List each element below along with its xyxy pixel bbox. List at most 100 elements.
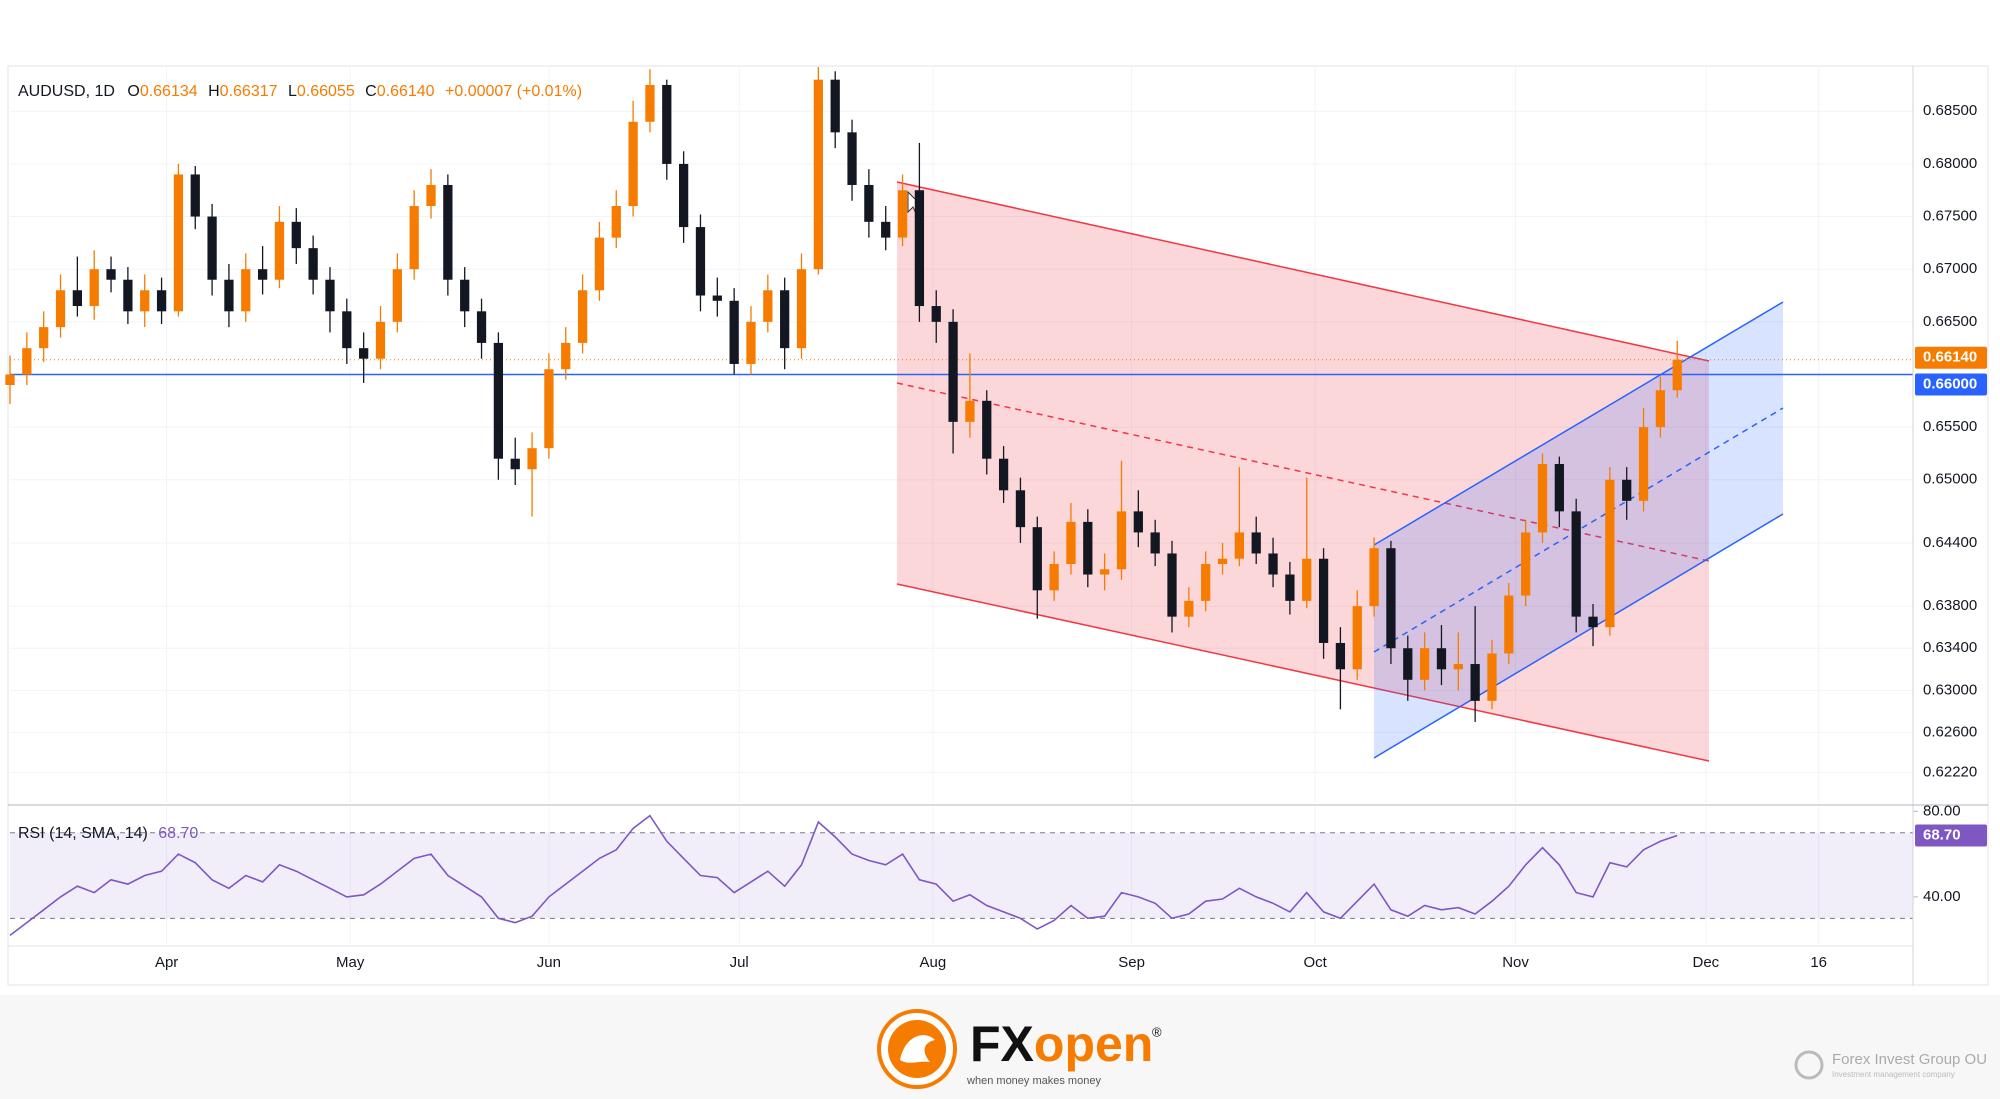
tagline: when money makes money	[966, 1075, 1101, 1087]
blue-channel-top	[1373, 301, 1784, 546]
price-badge-label: 0.66000	[1923, 375, 1977, 392]
y-tick-label: 0.62220	[1923, 763, 1977, 780]
candle-body	[409, 206, 419, 270]
candle-body	[308, 248, 318, 280]
candle-body	[1167, 553, 1177, 617]
candle-body	[72, 290, 82, 307]
candle-body	[291, 221, 301, 249]
candle-body	[1419, 648, 1430, 680]
candle-body	[763, 290, 773, 322]
labels: Apr May Jun Jul Aug Sep Oct Nov Dec 16 0.68500 0.68…	[155, 102, 1987, 971]
candle-body	[1066, 521, 1076, 565]
candle-body	[1638, 427, 1649, 501]
x-tick-label: May	[336, 954, 365, 971]
logo-bull	[900, 1035, 935, 1063]
candle-body	[190, 174, 200, 217]
y-tick-label: 0.63000	[1923, 681, 1977, 698]
candle-body	[1537, 463, 1548, 533]
candle-body	[594, 237, 605, 291]
candle-body	[1015, 490, 1026, 528]
rsi-tick-label: 40.00	[1923, 888, 1961, 905]
y-tick-label: 0.67000	[1923, 260, 1977, 277]
high-label: H	[208, 83, 220, 100]
y-tick-label: 0.64400	[1923, 534, 1977, 551]
rsi-band	[10, 832, 1913, 919]
candle-body	[813, 79, 823, 270]
y-tick-label: 0.65500	[1923, 418, 1977, 435]
y-tick-label: 0.68000	[1923, 155, 1977, 172]
candle-body	[342, 311, 352, 349]
x-tick-label: Oct	[1303, 954, 1327, 971]
y-tick-label: 0.65000	[1923, 471, 1977, 488]
y-tick-label: 0.66500	[1923, 313, 1977, 330]
candle-body	[510, 458, 520, 470]
candle-body	[847, 132, 857, 185]
blue-channel-bottom	[1373, 513, 1784, 759]
candle-body	[611, 206, 621, 238]
candle-body	[1251, 532, 1261, 554]
candle-body	[140, 290, 150, 312]
x-tick-label: Dec	[1693, 954, 1720, 971]
close-value: 0.66140	[377, 83, 435, 100]
candle-body	[1150, 532, 1160, 554]
candle-body	[1453, 664, 1463, 670]
candle-body	[1672, 359, 1682, 391]
candle-body	[1302, 558, 1312, 601]
brand-open: open	[1034, 1016, 1153, 1072]
candle-body	[1352, 606, 1362, 670]
brand: FXopen	[970, 1016, 1153, 1072]
rsi-value: 68.70	[158, 825, 198, 842]
symbol: AUDUSD, 1D	[18, 83, 115, 100]
candle-body	[1386, 548, 1396, 649]
candle-body	[207, 216, 217, 280]
candle-body	[746, 321, 756, 364]
candle-body	[1605, 479, 1615, 628]
grid	[10, 66, 1918, 944]
company-mark: Forex Invest Group OU Investment managem…	[1794, 1050, 1987, 1080]
candle-body	[359, 348, 369, 359]
candle-body	[544, 369, 554, 449]
chart-frame	[7, 65, 1989, 986]
candle-body	[241, 269, 251, 312]
candle-body	[881, 221, 891, 238]
candle-body	[1487, 653, 1497, 701]
candle-body	[1504, 595, 1514, 654]
marks	[5, 67, 1913, 937]
candle-body	[796, 269, 807, 349]
price-badge-label: 0.66140	[1923, 349, 1977, 366]
candle-body	[830, 79, 840, 133]
x-tick-label: Nov	[1502, 954, 1529, 971]
open-label: O	[127, 83, 139, 100]
candle-body	[662, 84, 672, 164]
candle-body	[1369, 548, 1379, 607]
candle-body	[948, 321, 958, 422]
candle-body	[1268, 553, 1278, 575]
candle-body	[1571, 511, 1581, 617]
candle-body	[460, 279, 470, 312]
candle-body	[914, 190, 925, 307]
candle-body	[729, 300, 739, 364]
x-tick-label: Sep	[1118, 954, 1145, 971]
candle-body	[22, 348, 32, 375]
rsi-header: RSI (14, SMA, 14) 68.70	[18, 825, 198, 842]
candle-body	[123, 279, 133, 312]
blue-channel-mid	[1373, 407, 1784, 653]
x-tick-label: Jul	[730, 954, 749, 971]
x-tick-label: 16	[1810, 954, 1827, 971]
y-tick-label: 0.62600	[1923, 723, 1977, 740]
candle-body	[325, 279, 335, 312]
candle-body	[476, 311, 487, 343]
candle-body	[89, 269, 99, 307]
high-value: 0.66317	[220, 83, 278, 100]
candle-body	[55, 290, 66, 328]
red-channel-top	[896, 181, 1710, 362]
candle-body	[695, 227, 706, 296]
red-channel-bottom	[896, 583, 1710, 762]
candle-body	[426, 184, 436, 207]
candle-body	[257, 269, 268, 280]
candle-body	[1116, 511, 1127, 570]
rsi-line	[9, 814, 1678, 937]
candle-body	[1285, 574, 1295, 601]
candle-body	[224, 279, 234, 312]
